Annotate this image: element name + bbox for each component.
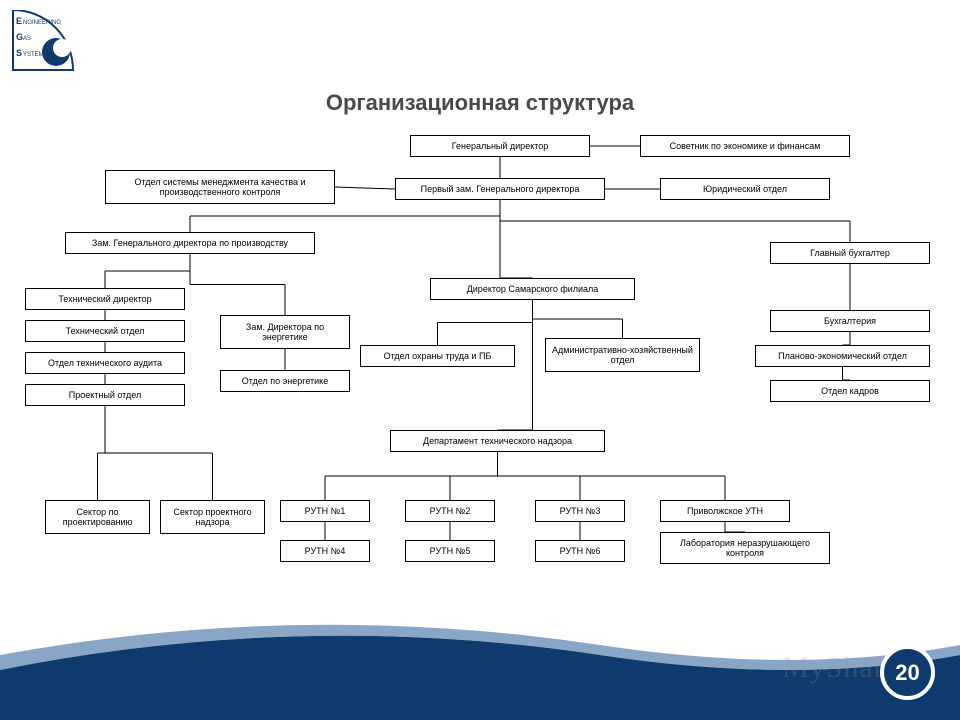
logo: E NGINEERING G AS S YSTEM — [8, 10, 128, 80]
footer-swoosh — [0, 600, 960, 720]
org-node-privol: Приволжское УТН — [660, 500, 790, 522]
org-node-dep_energy: Зам. Директора по энергетике — [220, 315, 350, 349]
svg-text:S: S — [16, 48, 22, 58]
org-node-rutn6: РУТН №6 — [535, 540, 625, 562]
org-node-legal: Юридический отдел — [660, 178, 830, 200]
org-node-chief_acc: Главный бухгалтер — [770, 242, 930, 264]
org-node-energy_dept: Отдел по энергетике — [220, 370, 350, 392]
org-node-sec_supervis: Сектор проектного надзора — [160, 500, 265, 534]
org-node-hr: Отдел кадров — [770, 380, 930, 402]
stage: { "meta": { "title": "Организационная ст… — [0, 0, 960, 720]
org-node-qms: Отдел системы менеджмента качества и про… — [105, 170, 335, 204]
org-node-first_dep: Первый зам. Генерального директора — [395, 178, 605, 200]
svg-text:AS: AS — [23, 36, 31, 42]
page-number: 20 — [880, 645, 935, 700]
org-node-rutn3: РУТН №3 — [535, 500, 625, 522]
org-node-lab: Лаборатория неразрушающего контроля — [660, 532, 830, 564]
org-node-rutn1: РУТН №1 — [280, 500, 370, 522]
org-node-tech_dir: Технический директор — [25, 288, 185, 310]
org-node-rutn5: РУТН №5 — [405, 540, 495, 562]
org-node-gen_dir: Генеральный директор — [410, 135, 590, 157]
org-node-accounting: Бухгалтерия — [770, 310, 930, 332]
org-node-project_dept: Проектный отдел — [25, 384, 185, 406]
svg-text:NGINEERING: NGINEERING — [23, 20, 61, 26]
svg-text:YSTEM: YSTEM — [23, 52, 44, 58]
org-node-rutn2: РУТН №2 — [405, 500, 495, 522]
org-node-tech_audit: Отдел технического аудита — [25, 352, 185, 374]
org-node-tech_supervis: Департамент технического надзора — [390, 430, 605, 452]
org-node-sec_design: Сектор по проектированию — [45, 500, 150, 534]
org-node-tech_dept: Технический отдел — [25, 320, 185, 342]
org-node-dep_prod: Зам. Генерального директора по производс… — [65, 232, 315, 254]
svg-text:E: E — [16, 16, 22, 26]
org-node-advisor: Советник по экономике и финансам — [640, 135, 850, 157]
org-node-dir_samara: Директор Самарского филиала — [430, 278, 635, 300]
org-node-rutn4: РУТН №4 — [280, 540, 370, 562]
org-node-safety: Отдел охраны труда и ПБ — [360, 345, 515, 367]
org-node-admin: Административно-хозяйственный отдел — [545, 338, 700, 372]
org-node-plan_econ: Планово-экономический отдел — [755, 345, 930, 367]
svg-text:G: G — [16, 32, 23, 42]
page-title: Организационная структура — [0, 90, 960, 116]
